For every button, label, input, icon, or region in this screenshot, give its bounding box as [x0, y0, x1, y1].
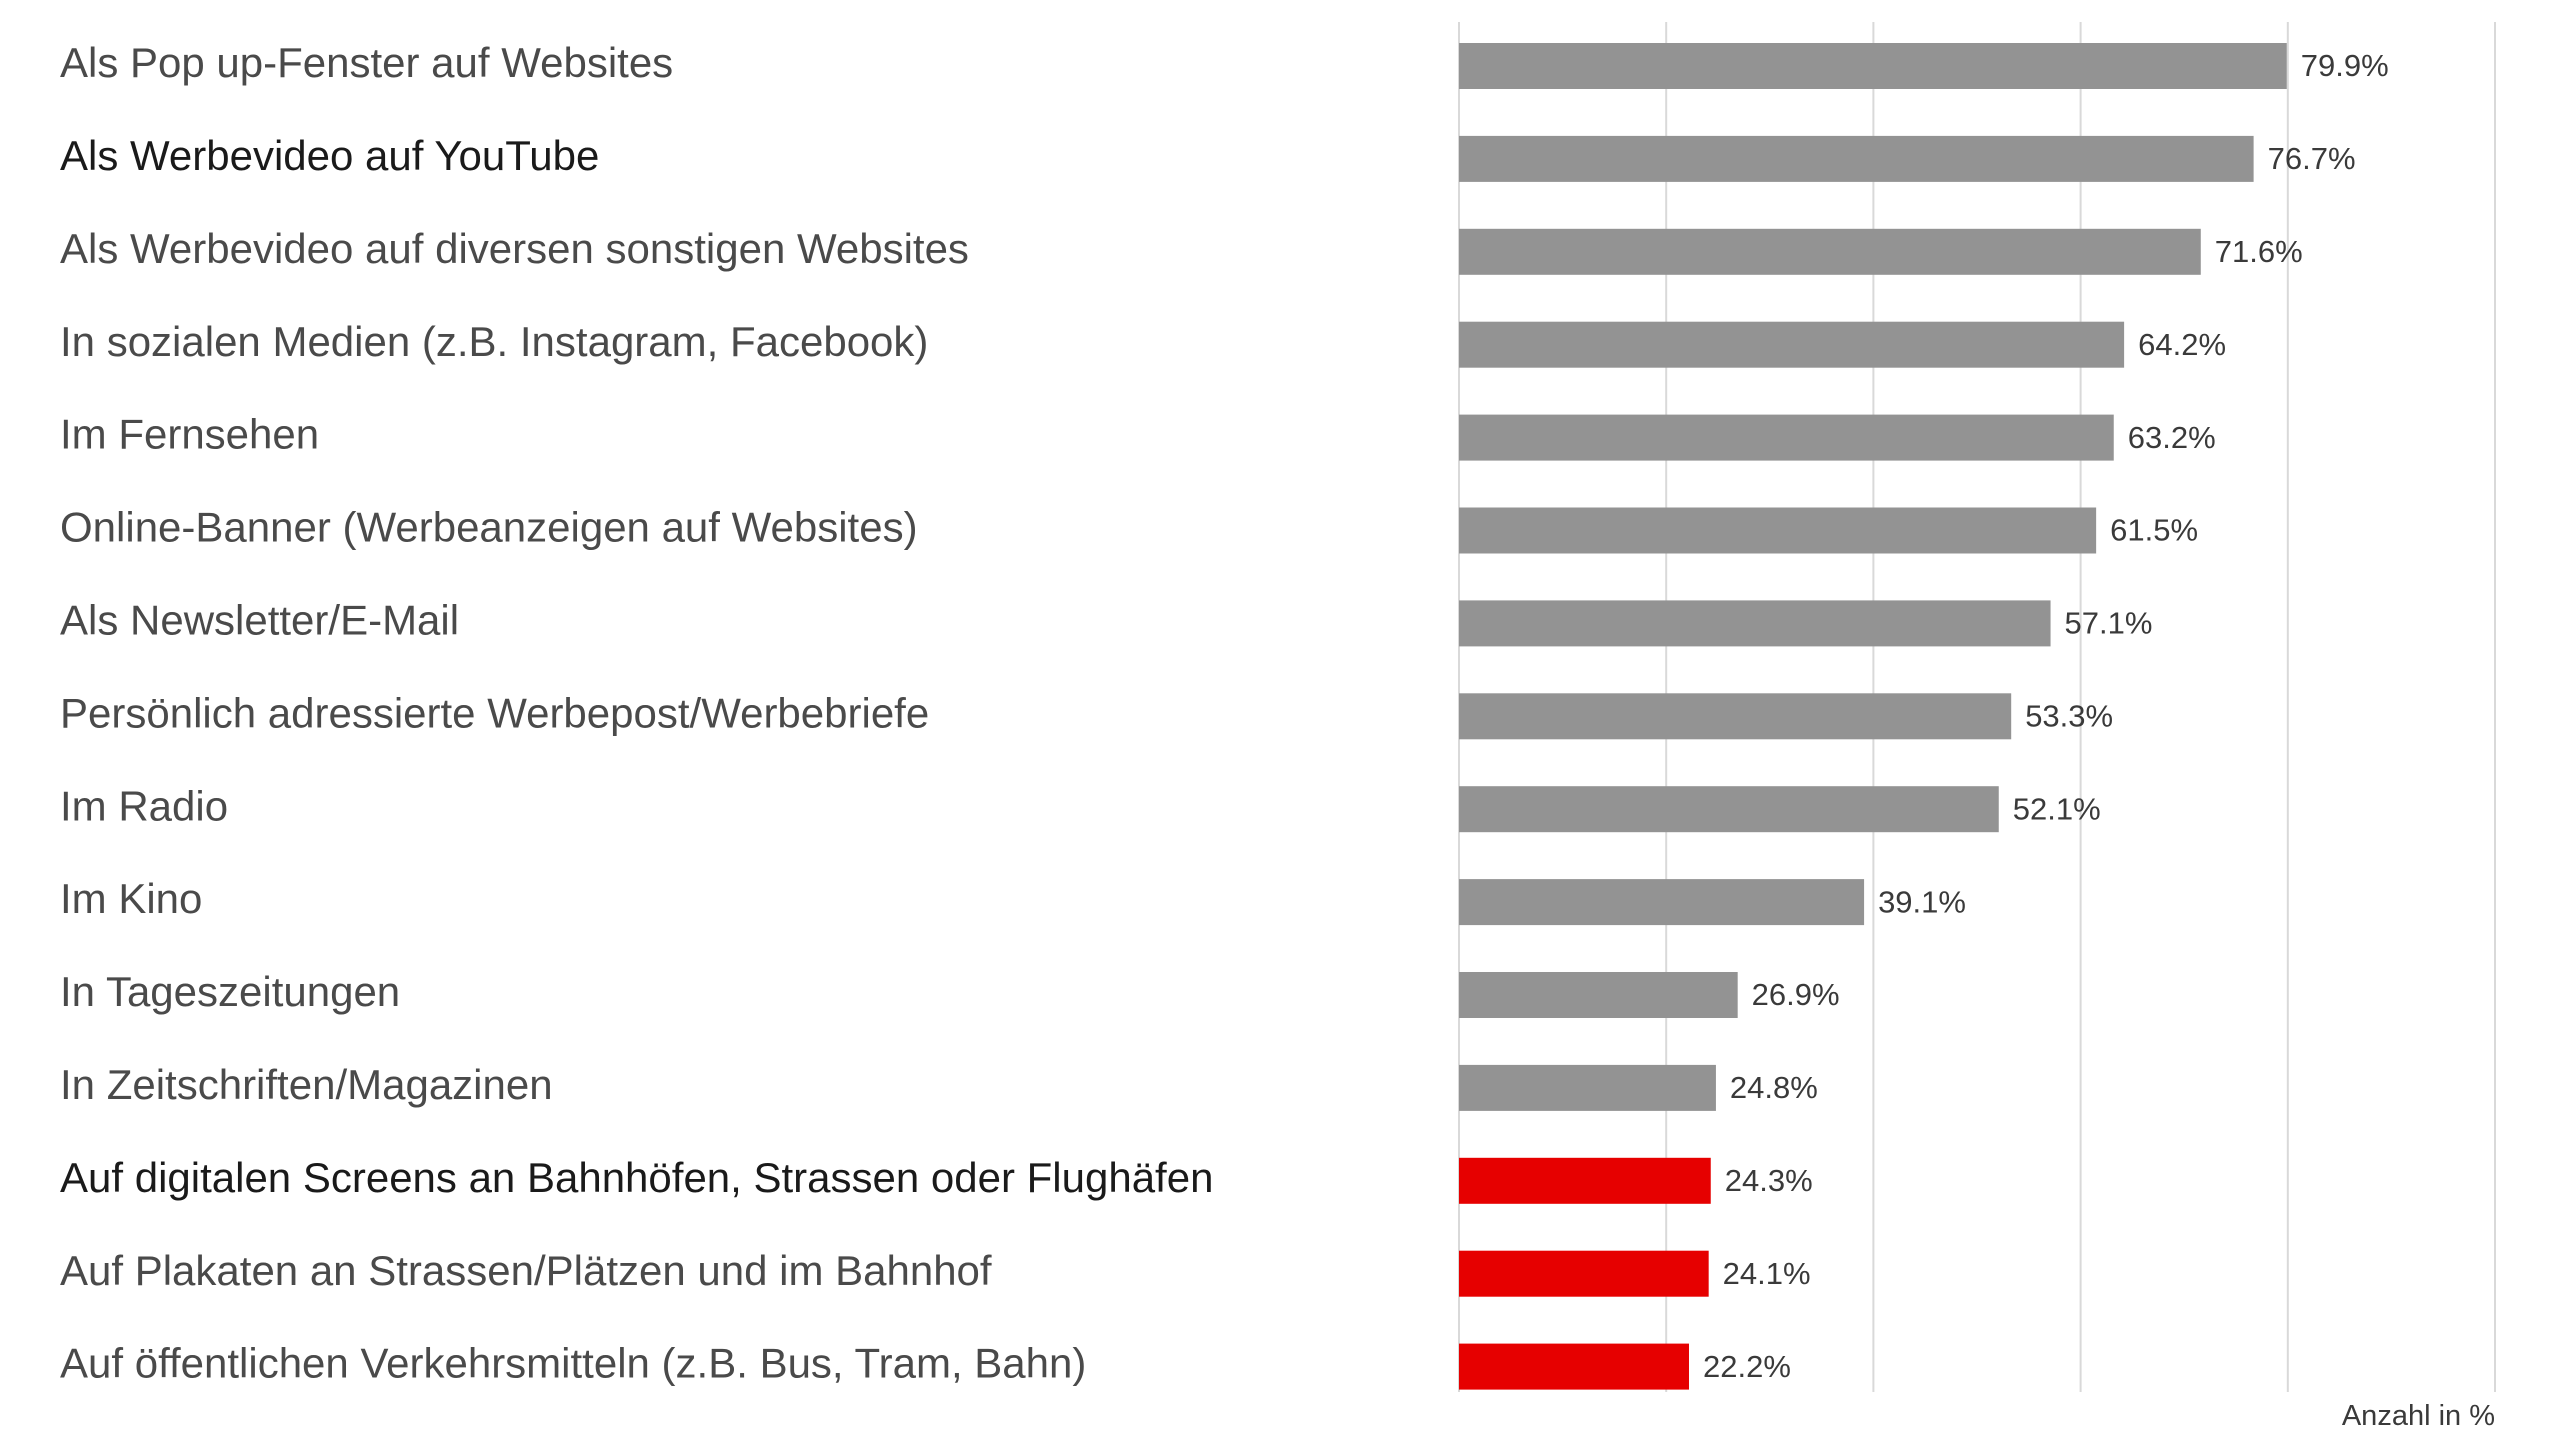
- category-label-2: Als Werbevideo auf YouTube: [60, 132, 599, 179]
- bar-8: [1459, 693, 2012, 740]
- value-label-15: 22.2%: [1703, 1349, 1791, 1384]
- bar-15: [1459, 1343, 1689, 1390]
- bar-6: [1459, 507, 2097, 554]
- category-label-13: Auf digitalen Screens an Bahnhöfen, Stra…: [60, 1154, 1213, 1201]
- category-label-6: Online-Banner (Werbeanzeigen auf Website…: [60, 504, 918, 551]
- category-label-4: In sozialen Medien (z.B. Instagram, Face…: [60, 318, 928, 365]
- bar-3: [1459, 228, 2201, 275]
- value-label-11: 26.9%: [1752, 977, 1840, 1012]
- category-label-12: In Zeitschriften/Magazinen: [60, 1061, 553, 1108]
- category-label-5: Im Fernsehen: [60, 411, 319, 458]
- bar-2: [1459, 135, 2254, 182]
- category-label-11: In Tageszeitungen: [60, 968, 400, 1015]
- value-label-10: 39.1%: [1878, 884, 1966, 919]
- bar-11: [1459, 972, 1738, 1018]
- value-label-12: 24.8%: [1730, 1070, 1818, 1105]
- bar-9: [1459, 786, 1999, 833]
- category-label-7: Als Newsletter/E-Mail: [60, 596, 459, 643]
- bars: [1459, 43, 2287, 1390]
- bar-12: [1459, 1064, 1716, 1111]
- category-labels: Als Pop up-Fenster auf Websites Als Werbe…: [60, 39, 1213, 1387]
- bar-4: [1459, 321, 2125, 368]
- value-label-9: 52.1%: [2013, 791, 2101, 826]
- value-label-4: 64.2%: [2138, 327, 2226, 362]
- value-label-1: 79.9%: [2301, 48, 2389, 83]
- category-label-10: Im Kino: [60, 875, 202, 922]
- value-labels: 79.9% 76.7% 71.6% 64.2% 63.2% 61.5% 57.1% 53.3%…: [1703, 48, 2389, 1384]
- category-label-1: Als Pop up-Fenster auf Websites: [60, 39, 673, 86]
- bar-10: [1459, 879, 1865, 926]
- bar-1: [1459, 43, 2287, 89]
- bar-7: [1459, 600, 2051, 647]
- category-label-3: Als Werbevideo auf diversen sonstigen We…: [60, 225, 969, 272]
- bar-5: [1459, 414, 2114, 461]
- value-label-6: 61.5%: [2110, 513, 2198, 548]
- category-label-14: Auf Plakaten an Strassen/Plätzen und im …: [60, 1247, 992, 1294]
- x-axis-title: Anzahl in %: [2342, 1400, 2495, 1432]
- value-label-8: 53.3%: [2025, 698, 2113, 733]
- value-label-14: 24.1%: [1723, 1256, 1811, 1291]
- value-label-13: 24.3%: [1725, 1163, 1813, 1198]
- value-label-2: 76.7%: [2268, 141, 2356, 176]
- value-label-3: 71.6%: [2215, 234, 2303, 269]
- value-label-7: 57.1%: [2065, 606, 2153, 641]
- bar-14: [1459, 1250, 1709, 1297]
- category-label-15: Auf öffentlichen Verkehrsmitteln (z.B. B…: [60, 1340, 1086, 1387]
- category-label-8: Persönlich adressierte Werbepost/Werbebr…: [60, 689, 929, 736]
- value-label-5: 63.2%: [2128, 420, 2216, 455]
- category-label-9: Im Radio: [60, 782, 228, 829]
- bar-13: [1459, 1157, 1711, 1204]
